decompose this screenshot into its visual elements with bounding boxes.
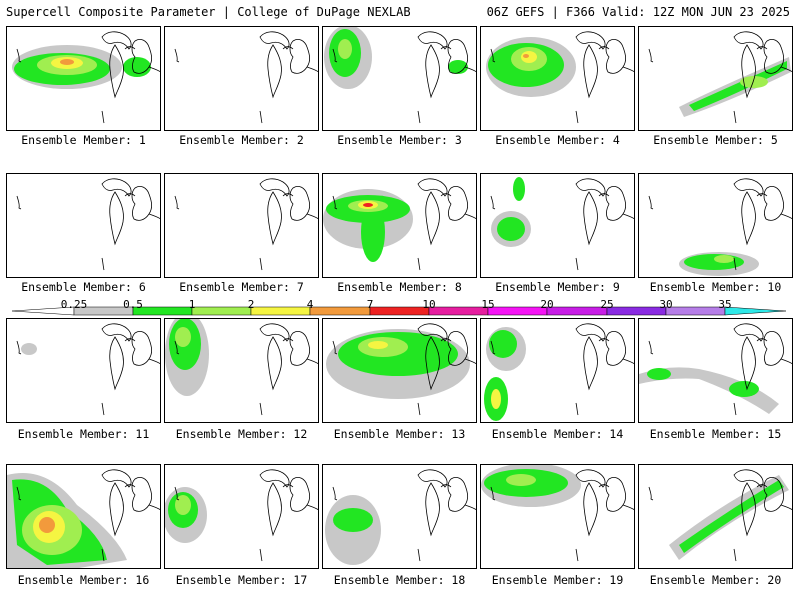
ensemble-member-map (164, 464, 319, 569)
member-map-graphic (174, 178, 318, 271)
colorbar-segment (724, 306, 787, 316)
ensemble-member-map (480, 173, 635, 278)
member-map-graphic (639, 323, 792, 416)
ensemble-member-map (164, 26, 319, 131)
member-map-graphic (484, 323, 634, 421)
ensemble-member-label: Ensemble Member: 19 (491, 573, 624, 587)
ensemble-member-label: Ensemble Member: 11 (17, 427, 150, 441)
colorbar-segment (665, 306, 726, 316)
ensemble-member-map (638, 464, 793, 569)
ensemble-member-label: Ensemble Member: 18 (333, 573, 466, 587)
colorbar-tick-label: 0.25 (60, 298, 88, 311)
ensemble-member-map (6, 173, 161, 278)
colorbar-tick-label: 0.5 (123, 298, 143, 311)
colorbar-tick-label: 20 (540, 298, 554, 311)
ensemble-member-map (164, 318, 319, 423)
colorbar-tick-label: 30 (659, 298, 673, 311)
member-map-graphic (490, 177, 634, 271)
member-map-graphic (165, 469, 318, 562)
ensemble-member-label: Ensemble Member: 3 (337, 133, 462, 147)
ensemble-member-label: Ensemble Member: 10 (649, 280, 782, 294)
member-map-graphic (12, 31, 160, 124)
member-map-graphic (7, 469, 160, 568)
colorbar-tick-label: 10 (422, 298, 436, 311)
colorbar-tick-label: 25 (600, 298, 614, 311)
ensemble-member-map (322, 173, 477, 278)
ensemble-member-map (480, 464, 635, 569)
colorbar-segment (250, 306, 311, 316)
ensemble-member-map (480, 26, 635, 131)
colorbar-segment (191, 306, 252, 316)
colorbar-tick-label: 2 (247, 298, 255, 311)
member-map-graphic (174, 31, 318, 124)
ensemble-member-map (638, 26, 793, 131)
ensemble-member-label: Ensemble Member: 9 (495, 280, 620, 294)
member-map-graphic (648, 178, 792, 276)
ensemble-member-label: Ensemble Member: 17 (175, 573, 308, 587)
colorbar-segment (428, 306, 489, 316)
ensemble-member-label: Ensemble Member: 4 (495, 133, 620, 147)
ensemble-member-map (6, 318, 161, 423)
ensemble-member-map (322, 26, 477, 131)
ensemble-member-label: Ensemble Member: 12 (175, 427, 308, 441)
ensemble-member-map (322, 318, 477, 423)
ensemble-member-map (322, 464, 477, 569)
colorbar-segment (487, 306, 548, 316)
colorbar-tick-label: 35 (718, 298, 732, 311)
member-map-graphic (648, 469, 792, 562)
ensemble-member-map (480, 318, 635, 423)
ensemble-member-map (638, 173, 793, 278)
member-map-graphic (16, 323, 160, 416)
colorbar-tick-label: 7 (366, 298, 374, 311)
colorbar-tick-label: 1 (188, 298, 196, 311)
member-map-graphic (486, 31, 634, 124)
colorbar (11, 306, 787, 316)
member-map-graphic (323, 178, 476, 271)
ensemble-member-map (6, 464, 161, 569)
ensemble-member-label: Ensemble Member: 8 (337, 280, 462, 294)
ensemble-member-label: Ensemble Member: 16 (17, 573, 150, 587)
colorbar-tick-label: 15 (481, 298, 495, 311)
ensemble-member-map (6, 26, 161, 131)
ensemble-member-label: Ensemble Member: 2 (179, 133, 304, 147)
model-run-info: 06Z GEFS | F366 Valid: 12Z MON JUN 23 20… (486, 5, 790, 19)
member-map-graphic (481, 465, 634, 562)
colorbar-segment (369, 306, 430, 316)
ensemble-member-label: Ensemble Member: 6 (21, 280, 146, 294)
member-map-graphic (325, 469, 476, 565)
ensemble-member-label: Ensemble Member: 14 (491, 427, 624, 441)
ensemble-member-label: Ensemble Member: 20 (649, 573, 782, 587)
member-map-graphic (648, 31, 792, 124)
ensemble-member-map (638, 318, 793, 423)
ensemble-member-label: Ensemble Member: 7 (179, 280, 304, 294)
colorbar-segment (309, 306, 371, 316)
member-map-graphic (16, 178, 160, 271)
ensemble-member-label: Ensemble Member: 5 (653, 133, 778, 147)
member-map-graphic (165, 319, 318, 416)
colorbar-segment (546, 306, 608, 316)
ensemble-member-label: Ensemble Member: 15 (649, 427, 782, 441)
member-map-graphic (326, 323, 476, 416)
member-map-graphic (324, 27, 476, 124)
colorbar-tick-label: 4 (306, 298, 314, 311)
ensemble-member-label: Ensemble Member: 13 (333, 427, 466, 441)
map-title: Supercell Composite Parameter | College … (6, 5, 411, 19)
ensemble-member-map (164, 173, 319, 278)
colorbar-segment (606, 306, 667, 316)
ensemble-member-label: Ensemble Member: 1 (21, 133, 146, 147)
